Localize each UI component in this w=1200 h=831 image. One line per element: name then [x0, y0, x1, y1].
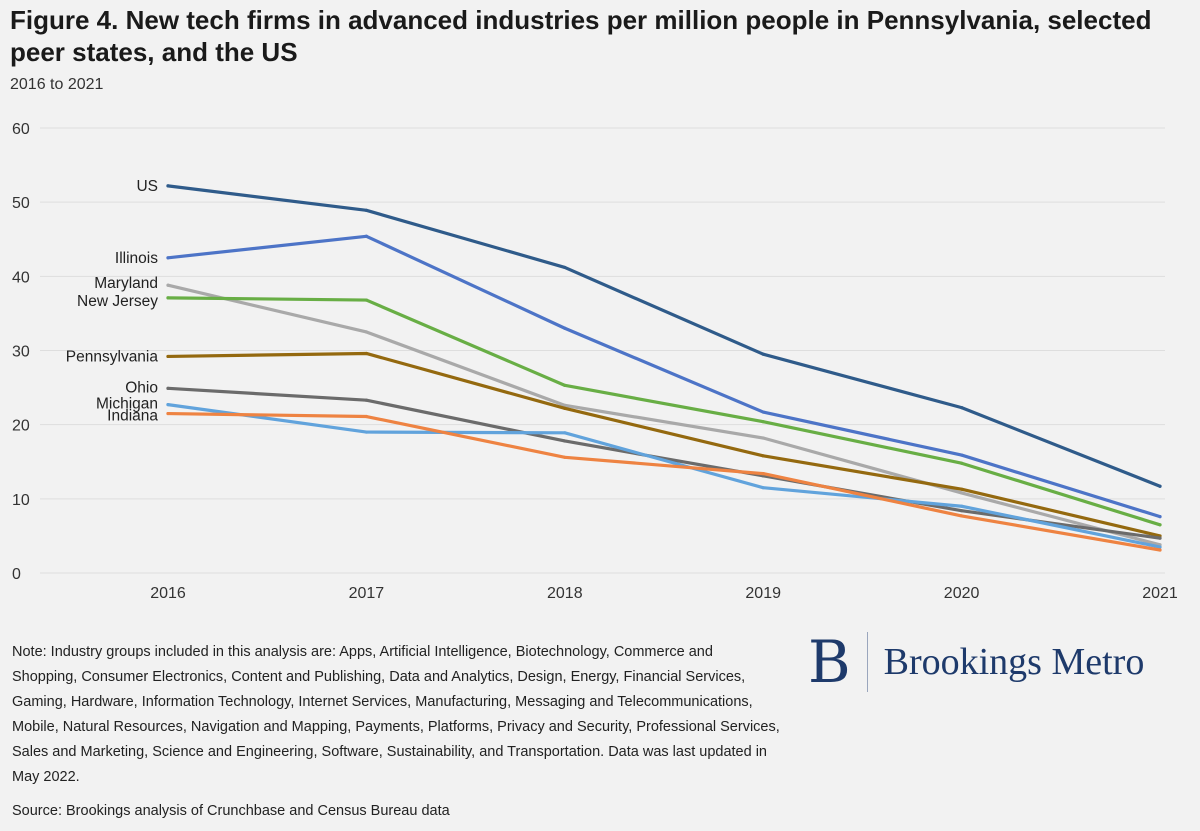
data-point-michigan — [563, 431, 567, 435]
data-point-new-jersey — [166, 296, 170, 300]
data-point-new-jersey — [364, 298, 368, 302]
series-label-illinois: Illinois — [115, 250, 158, 267]
data-point-ohio — [364, 398, 368, 402]
data-point-indiana — [960, 514, 964, 518]
data-point-us — [166, 184, 170, 188]
data-point-michigan — [1158, 545, 1162, 549]
line-chart: 0 10 20 30 40 50 60 2016 2017 2018 2019 2020 2021 U… — [12, 121, 1178, 602]
series-line-michigan — [166, 403, 1162, 549]
data-point-indiana — [166, 411, 170, 416]
data-point-maryland — [761, 436, 765, 440]
logo-mark: B — [808, 628, 851, 696]
data-point-indiana — [364, 414, 368, 419]
data-point-maryland — [563, 403, 567, 407]
series-line-new-jersey — [166, 296, 1162, 527]
data-point-pennsylvania — [761, 454, 765, 458]
data-point-illinois — [364, 234, 368, 238]
chart-title: Figure 4. New tech firms in advanced ind… — [10, 5, 1152, 67]
series-line-us — [166, 184, 1162, 488]
data-point-illinois — [761, 410, 765, 414]
data-point-maryland — [364, 330, 368, 334]
data-point-illinois — [1158, 515, 1162, 519]
data-point-ohio — [563, 439, 567, 443]
data-point-maryland — [960, 491, 964, 495]
data-point-pennsylvania — [364, 351, 368, 356]
brookings-metro-logo: B Brookings Metro — [808, 630, 1144, 694]
series-label-pennsylvania: Pennsylvania — [66, 348, 159, 365]
data-point-illinois — [960, 453, 964, 457]
chart-subtitle: 2016 to 2021 — [10, 76, 104, 93]
series-line-maryland — [166, 283, 1162, 547]
x-axis-ticks: 2016 2017 2018 2019 2020 2021 — [150, 585, 1178, 602]
data-point-us — [364, 208, 368, 212]
y-axis-ticks: 0 10 20 30 40 50 60 — [12, 121, 30, 583]
data-point-illinois — [166, 256, 170, 260]
data-point-ohio — [960, 509, 964, 513]
x-tick-label: 2019 — [745, 585, 781, 602]
series-line-illinois — [166, 234, 1162, 519]
series-line-indiana — [166, 411, 1162, 552]
y-tick-label: 50 — [12, 195, 30, 212]
series-line-ohio — [166, 386, 1162, 540]
x-tick-label: 2018 — [547, 585, 583, 602]
data-point-indiana — [761, 472, 765, 476]
data-point-new-jersey — [1158, 523, 1162, 527]
series-label-michigan: Michigan — [96, 396, 158, 413]
x-tick-label: 2021 — [1142, 585, 1178, 602]
series-line-pennsylvania — [166, 351, 1162, 538]
data-point-new-jersey — [563, 383, 567, 387]
data-point-pennsylvania — [166, 354, 170, 359]
logo-text: Brookings Metro — [883, 641, 1145, 683]
data-point-us — [761, 352, 765, 356]
data-point-ohio — [166, 386, 170, 390]
data-point-new-jersey — [761, 420, 765, 424]
data-point-michigan — [761, 486, 765, 490]
y-tick-label: 40 — [12, 269, 30, 286]
y-tick-label: 20 — [12, 418, 30, 435]
data-point-pennsylvania — [563, 406, 567, 410]
data-point-michigan — [364, 430, 368, 434]
y-tick-label: 30 — [12, 344, 30, 361]
series-label-maryland: Maryland — [94, 275, 158, 292]
y-tick-label: 10 — [12, 492, 30, 509]
data-point-us — [960, 406, 964, 410]
y-tick-label: 60 — [12, 121, 30, 138]
data-point-indiana — [1158, 548, 1162, 552]
series-label-ohio: Ohio — [125, 379, 158, 396]
gridlines — [40, 127, 1165, 574]
data-point-us — [1158, 484, 1162, 488]
series-label-us: US — [136, 178, 158, 195]
series-lines — [166, 184, 1162, 552]
series-label-indiana: Indiana — [107, 408, 158, 425]
y-tick-label: 0 — [12, 566, 21, 583]
data-point-ohio — [1158, 536, 1162, 540]
x-tick-label: 2016 — [150, 585, 186, 602]
data-point-new-jersey — [960, 461, 964, 465]
x-tick-label: 2017 — [349, 585, 385, 602]
data-point-michigan — [166, 403, 170, 407]
source-note: Source: Brookings analysis of Crunchbase… — [12, 803, 450, 819]
footnote: Note: Industry groups included in this a… — [12, 644, 780, 785]
series-label-new-jersey: New Jersey — [77, 293, 158, 310]
data-point-pennsylvania — [960, 487, 964, 491]
data-point-michigan — [960, 504, 964, 508]
data-point-maryland — [166, 283, 170, 287]
data-point-illinois — [563, 326, 567, 330]
data-point-us — [563, 265, 567, 270]
logo-divider — [866, 632, 868, 692]
x-tick-label: 2020 — [944, 585, 980, 602]
data-point-indiana — [563, 455, 567, 459]
